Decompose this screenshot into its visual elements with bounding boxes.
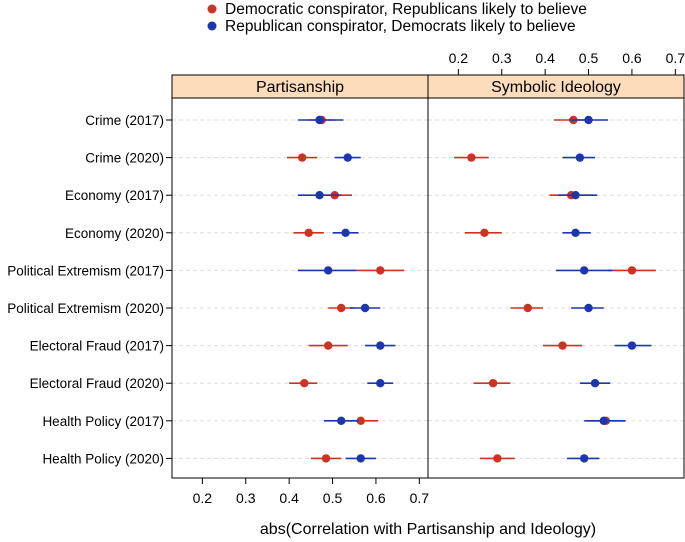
point-series1 (297, 153, 307, 162)
x-tick-label-top: 0.5 (579, 50, 599, 66)
point-series2 (360, 303, 370, 313)
point-series2 (590, 379, 600, 388)
legend-label-2: Republican conspirator, Democrats likely… (225, 18, 576, 35)
category-label: Electoral Fraud (2020) (30, 376, 164, 391)
legend-label-1: Democratic conspirator, Republicans like… (225, 1, 587, 18)
point-series2 (376, 341, 385, 350)
panel-2: Symbolic Ideology 0.2 0.3 0.4 0.5 0.6 0.7 (427, 50, 685, 479)
legend: Democratic conspirator, Republicans like… (207, 1, 587, 35)
point-series1 (488, 379, 498, 388)
point-series2 (584, 303, 593, 313)
point-series2 (315, 115, 324, 125)
point-series2 (571, 191, 580, 200)
strip-label: Symbolic Ideology (491, 79, 621, 96)
point-series2 (341, 228, 350, 237)
point-series1 (558, 341, 567, 350)
panel-1: Partisanship 0.2 0.3 0.4 0.5 0.6 0.7 (171, 74, 430, 506)
point-series1 (493, 454, 502, 463)
category-label: Economy (2020) (65, 226, 164, 241)
point-series2 (571, 228, 580, 237)
point-series2 (337, 416, 346, 425)
category-label: Crime (2020) (85, 151, 164, 166)
point-series2 (324, 266, 333, 275)
point-series1 (300, 379, 309, 388)
category-label: Health Policy (2017) (42, 414, 164, 429)
point-series1 (480, 228, 489, 237)
point-series2 (376, 379, 385, 388)
point-series2 (315, 191, 324, 200)
x-tick-label-top: 0.2 (449, 50, 469, 66)
point-series1 (337, 303, 346, 313)
point-series2 (584, 115, 593, 125)
point-series2 (343, 153, 352, 162)
x-tick-label-bottom: 0.4 (279, 490, 299, 506)
point-series2 (599, 416, 608, 425)
category-label: Economy (2017) (65, 188, 164, 203)
y-axis-category-labels: Crime (2017) Crime (2020) Economy (2017) Ec… (7, 113, 172, 466)
point-series2 (627, 341, 637, 350)
category-label: Electoral Fraud (2017) (30, 339, 164, 354)
point-series1 (324, 341, 333, 350)
x-tick-label-bottom: 0.7 (410, 490, 430, 506)
point-series1 (304, 228, 313, 237)
point-series2 (580, 266, 589, 275)
category-label: Crime (2017) (85, 113, 164, 128)
point-series2 (575, 153, 585, 162)
point-series2 (356, 454, 365, 463)
x-tick-label-top: 0.3 (492, 50, 512, 66)
point-series1 (356, 416, 365, 425)
legend-marker-2 (207, 21, 217, 31)
panel-border (427, 97, 685, 479)
x-tick-label-top: 0.7 (666, 50, 685, 66)
x-tick-label-bottom: 0.2 (193, 490, 213, 506)
point-series1 (376, 266, 385, 275)
point-series1 (467, 153, 476, 162)
x-tick-label-top: 0.4 (535, 50, 555, 66)
strip-label: Partisanship (256, 79, 344, 96)
point-series2 (580, 454, 589, 463)
category-label: Political Extremism (2017) (7, 263, 164, 278)
x-axis-label: abs(Correlation with Partisanship and Id… (260, 521, 596, 538)
point-series1 (627, 266, 637, 275)
x-tick-label-top: 0.6 (622, 50, 642, 66)
x-tick-label-bottom: 0.6 (366, 490, 386, 506)
category-label: Health Policy (2020) (42, 451, 164, 466)
legend-marker-1 (207, 4, 217, 14)
point-series1 (321, 454, 331, 463)
point-series1 (523, 303, 532, 313)
x-tick-label-bottom: 0.5 (323, 490, 343, 506)
category-label: Political Extremism (2020) (7, 301, 164, 316)
x-tick-label-bottom: 0.3 (236, 490, 256, 506)
